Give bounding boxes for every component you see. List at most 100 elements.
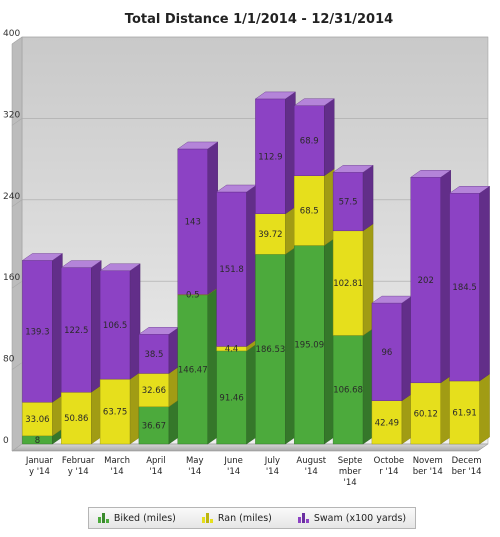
bar-side	[207, 287, 218, 445]
y-tick-label: 320	[3, 110, 20, 120]
bar-side	[246, 184, 257, 347]
x-tick-label: May '14	[186, 456, 204, 477]
data-label: 106.5	[103, 321, 127, 331]
bar-side	[440, 375, 451, 445]
gridline	[11, 362, 23, 370]
bar-front	[177, 148, 208, 295]
bar-segment	[294, 238, 335, 445]
gridline	[11, 36, 23, 45]
x-tick-label-line: ber '14	[452, 467, 482, 477]
legend-label: Biked (miles)	[113, 512, 176, 524]
bar-side	[52, 253, 63, 403]
bar-segment	[294, 168, 335, 246]
bar-front	[99, 378, 131, 445]
bar-front	[99, 270, 131, 380]
data-label: 8	[35, 436, 40, 446]
data-label: 106.68	[333, 386, 363, 396]
bar-segment	[255, 246, 296, 445]
bar-segment	[371, 393, 413, 445]
bar-segment	[371, 295, 413, 402]
x-tick-label-line: '14	[111, 467, 124, 477]
legend-item-biked[interactable]: Biked (miles)	[97, 512, 176, 524]
x-tick-label-line: Januar	[25, 456, 54, 466]
data-label: 33.06	[25, 415, 49, 425]
bar-side	[129, 371, 141, 445]
bar-side	[479, 373, 490, 445]
x-tick-label-line: '14	[149, 467, 162, 477]
data-label: 63.75	[103, 408, 127, 418]
data-label: 112.9	[258, 152, 282, 162]
bar-front	[61, 392, 92, 445]
bar-segment	[255, 206, 296, 255]
bar-segment	[138, 326, 180, 374]
data-label: 146.47	[178, 365, 208, 375]
bar-front	[216, 191, 247, 347]
x-tick-label: Decem ber '14	[452, 456, 482, 477]
bar-top	[254, 91, 297, 100]
bar-side	[401, 295, 413, 402]
bar-top	[177, 141, 219, 150]
bar-top	[99, 263, 141, 271]
data-labels: 8 33.06 139.3 50.86 122.5 63.75 106.5 36.67 32.6…	[25, 137, 477, 446]
x-tick-label: Octobe r '14	[374, 456, 405, 477]
bar-front	[449, 193, 480, 382]
data-label: 42.49	[375, 418, 399, 428]
chart-title: Total Distance 1/1/2014 - 12/31/2014	[125, 12, 393, 27]
bar-segment	[177, 287, 218, 445]
bar-top	[332, 165, 374, 173]
bar-segment	[410, 169, 451, 384]
bar-segment	[449, 185, 490, 382]
gridline	[11, 443, 23, 452]
bar-side	[362, 328, 374, 445]
bar-front	[410, 382, 441, 445]
bar-front	[371, 400, 403, 445]
x-tick-label-line: r '14	[379, 467, 398, 477]
bar-side	[285, 206, 296, 255]
data-label: 32.66	[142, 386, 166, 396]
bar-front	[294, 175, 325, 246]
bar-segment	[332, 223, 374, 336]
bar-side	[324, 98, 335, 177]
y-tick-label: 160	[3, 273, 20, 283]
x-tick-label-line: July	[264, 456, 280, 466]
bar-front	[216, 350, 247, 445]
bar-side	[324, 238, 335, 445]
bar-front	[371, 302, 403, 401]
y-tick-label: 240	[3, 192, 20, 202]
bar-segment	[332, 328, 374, 445]
legend-item-ran[interactable]: Ran (miles)	[201, 512, 272, 524]
legend-label: Ran (miles)	[217, 512, 272, 524]
bar-top	[21, 253, 64, 261]
bar-top	[410, 170, 452, 178]
x-tick-label-line: y '14	[68, 467, 89, 477]
x-tick-label: July '14	[264, 456, 280, 477]
bar-side	[246, 343, 257, 445]
gridline	[11, 118, 23, 126]
data-label: 151.8	[219, 265, 243, 275]
y-tick-label: 0	[3, 436, 9, 446]
x-tick-label-line: '14	[227, 467, 240, 477]
data-label: 96	[382, 348, 393, 358]
bar-front	[294, 105, 325, 176]
y-axis-ticks: 0 80 160 240 320 400	[3, 29, 20, 446]
x-tick-label-line: '14	[344, 478, 357, 488]
bar-side	[91, 384, 102, 445]
data-label: 61.91	[452, 409, 476, 419]
bar-front	[332, 335, 364, 445]
plot-floor	[11, 443, 489, 452]
x-tick-label-line: Septe	[338, 456, 363, 466]
x-tick-label-line: '14	[188, 467, 201, 477]
bar-front	[332, 172, 364, 232]
bar-side	[362, 164, 374, 232]
bar-chart-icon	[297, 513, 309, 523]
x-tick-label: Januar y '14	[25, 456, 54, 477]
legend-item-swam[interactable]: Swam (x100 yards)	[297, 513, 406, 524]
bar-segment	[410, 375, 451, 445]
bar-side	[207, 141, 218, 295]
bar-segment	[22, 394, 63, 437]
data-label: 186.53	[256, 345, 286, 355]
bar-segment	[99, 263, 141, 380]
x-tick-label-line: '14	[305, 467, 318, 477]
bar-segment	[294, 98, 335, 177]
